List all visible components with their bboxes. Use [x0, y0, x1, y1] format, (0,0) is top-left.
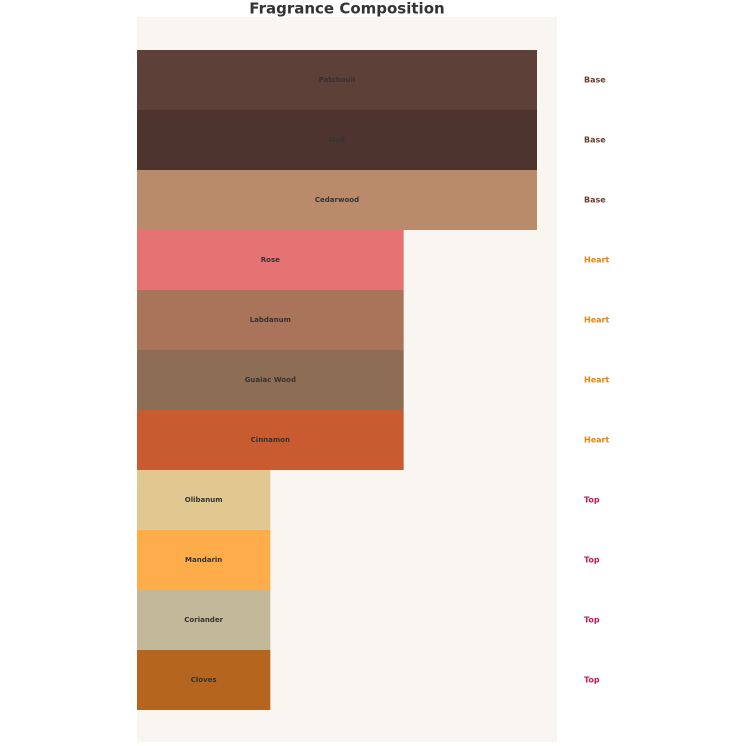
note-level-label: Base — [584, 76, 606, 85]
bar-label: Patchouli — [319, 76, 356, 84]
bar — [137, 590, 271, 650]
bar-label: Oud — [329, 136, 345, 144]
bar-label: Cinnamon — [251, 436, 290, 444]
bar-label: Labdanum — [250, 316, 291, 324]
note-level-label: Base — [584, 196, 606, 205]
bar — [137, 170, 537, 230]
note-level-label: Top — [584, 676, 600, 685]
bar — [137, 350, 404, 410]
bar-label: Cloves — [191, 676, 217, 684]
note-level-label: Heart — [584, 256, 609, 265]
note-level-label: Base — [584, 136, 606, 145]
bar-label: Cedarwood — [315, 196, 359, 204]
note-level-label: Top — [584, 556, 600, 565]
chart-title: Fragrance Composition — [249, 0, 444, 18]
bar — [137, 470, 271, 530]
bar — [137, 50, 537, 110]
bar-label: Coriander — [184, 616, 223, 624]
bar — [137, 110, 537, 170]
note-level-label: Heart — [584, 376, 609, 385]
note-level-label: Heart — [584, 436, 609, 445]
bar-label: Rose — [261, 256, 280, 264]
bar — [137, 650, 271, 710]
bar-label: Olibanum — [185, 496, 223, 504]
note-level-label: Top — [584, 496, 600, 505]
bar — [137, 230, 404, 290]
bar — [137, 410, 404, 470]
bar-label: Mandarin — [185, 556, 222, 564]
bar-label: Guaiac Wood — [245, 376, 296, 384]
note-level-label: Heart — [584, 316, 609, 325]
note-level-label: Top — [584, 616, 600, 625]
bar — [137, 530, 271, 590]
bar — [137, 290, 404, 350]
